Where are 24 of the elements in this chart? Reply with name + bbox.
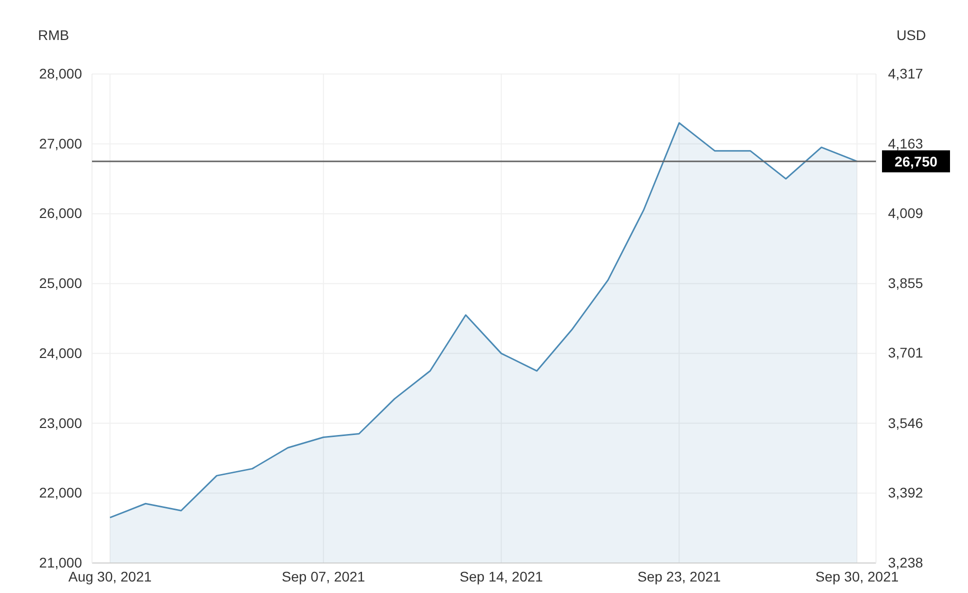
y2-tick-label: 3,238 <box>888 554 924 570</box>
x-tick-label: Sep 14, 2021 <box>460 568 544 584</box>
y-tick-label: 23,000 <box>39 414 82 431</box>
x-tick-label: Sep 23, 2021 <box>637 568 722 584</box>
x-tick-label: Aug 30, 2021 <box>68 568 152 584</box>
ref-line-label: 26,750 <box>894 153 938 170</box>
y2-tick-label: 3,546 <box>888 414 924 431</box>
y-tick-label: 27,000 <box>39 135 82 152</box>
y-tick-label: 25,000 <box>39 275 82 292</box>
x-tick-label: Sep 07, 2021 <box>282 568 366 584</box>
y-axis-title: RMB <box>38 27 70 43</box>
y-tick-label: 26,000 <box>39 205 82 222</box>
y2-tick-label: 3,855 <box>888 274 924 291</box>
y2-tick-label: 3,701 <box>888 344 924 361</box>
y-tick-label: 21,000 <box>39 554 82 570</box>
y2-axis-title: USD <box>896 27 926 43</box>
x-tick-label: Sep 30, 2021 <box>815 568 899 584</box>
y2-tick-label: 4,317 <box>888 65 924 82</box>
y2-tick-label: 4,163 <box>888 135 924 152</box>
y2-tick-label: 4,009 <box>888 205 924 222</box>
y-tick-label: 28,000 <box>39 65 82 82</box>
y2-tick-label: 3,392 <box>888 484 924 501</box>
y-tick-label: 22,000 <box>39 484 82 501</box>
y-tick-label: 24,000 <box>39 344 82 361</box>
